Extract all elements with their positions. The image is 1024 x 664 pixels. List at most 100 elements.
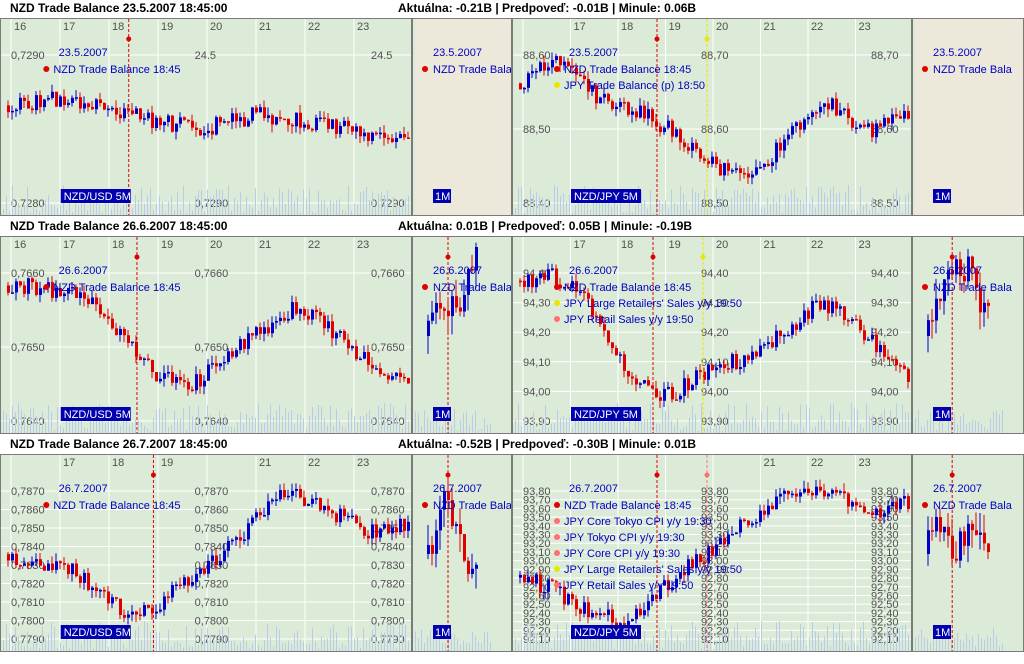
volume-bar [833,403,834,433]
volume-bar [3,410,4,433]
volume-bar [225,205,226,215]
candle-body [907,368,910,382]
volume-bar [54,205,55,215]
candle-body [691,384,694,391]
volume-bar [312,211,313,215]
volume-bar [758,191,759,215]
volume-bar [357,637,358,651]
volume-bar [366,640,367,651]
volume-bar [924,426,925,433]
candle-body [35,95,38,111]
volume-bar [542,417,543,433]
volume-bar [734,627,735,651]
candle-body [151,607,154,614]
candle-body [839,110,842,116]
candle-body [779,142,782,151]
volume-bar [405,199,406,215]
price-label: 93,00 [871,556,899,568]
volume-bar [707,427,708,433]
candle-body [179,117,182,124]
volume-bar [210,414,211,433]
candle-body [615,622,618,626]
volume-bar [375,623,376,651]
volume-bar [845,191,846,215]
candle-body [231,113,234,122]
candle-body [355,126,358,132]
volume-bar [303,641,304,651]
volume-bar [270,404,271,433]
volume-bar [755,627,756,651]
volume-bar [454,633,455,651]
candle-body [603,93,606,98]
volume-bar [872,415,873,433]
volume-bar [981,638,982,651]
volume-bar [653,636,654,651]
volume-bar [915,417,916,433]
price-label: 0,7290 [195,198,229,210]
volume-bar [339,647,340,651]
volume-bar [902,404,903,433]
volume-bar [357,421,358,433]
candle-body [651,594,654,602]
event-label: NZD Trade Bala [933,64,1013,76]
price-label: 0,7660 [195,268,229,280]
volume-bar [854,642,855,651]
volume-bar [159,408,160,433]
volume-bar [713,648,714,651]
candle-body [887,117,890,124]
volume-bar [312,407,313,433]
candle-body [351,126,354,132]
candle-body [39,288,42,295]
volume-bar [887,430,888,433]
mini-chart-panel: 23.5.2007 NZD Trade Bala 1M [912,18,1024,216]
volume-bar [848,427,849,433]
volume-bar [671,189,672,215]
volume-bar [309,188,310,215]
event-label: NZD Trade Balance 18:45 [564,64,691,76]
volume-bar [815,207,816,215]
candle-body [531,71,534,74]
volume-bar [204,637,205,651]
candle-body [471,269,474,271]
volume-bar [258,645,259,651]
price-label: 94,30 [871,298,899,310]
candle-body [55,287,58,298]
volume-bar [246,641,247,651]
event-marker [445,254,451,260]
volume-bar [614,410,615,433]
candle-body [619,102,622,107]
volume-bar [878,421,879,433]
volume-bar [324,418,325,433]
volume-bar [469,425,470,433]
day-label: 23 [859,457,871,469]
volume-bar [887,208,888,215]
volume-bar [713,428,714,433]
volume-bar [15,627,16,651]
volume-bar [231,426,232,433]
candle-body [231,351,234,357]
candle-body [279,317,282,322]
candle-body [987,302,990,306]
candle-body [367,132,370,141]
pair-tag-bg [933,189,951,203]
candle-body [99,589,102,592]
volume-bar [381,632,382,651]
volume-bar [851,629,852,651]
candle-body [539,62,542,72]
candle-body [203,133,206,136]
volume-bar [240,192,241,215]
volume-bar [644,199,645,215]
volume-bar [779,194,780,215]
candle-body [443,491,446,510]
mini-chart-panel: 26.6.2007 NZD Trade Bala 1M [412,236,512,434]
candle-body [283,317,286,321]
candle-body [671,120,674,137]
event-date: 26.7.2007 [933,483,982,495]
candle-body [535,574,538,584]
volume-bar [969,639,970,651]
volume-bar [984,426,985,433]
event-marker [704,36,710,42]
candle-body [671,386,674,400]
candle-body [71,287,74,289]
